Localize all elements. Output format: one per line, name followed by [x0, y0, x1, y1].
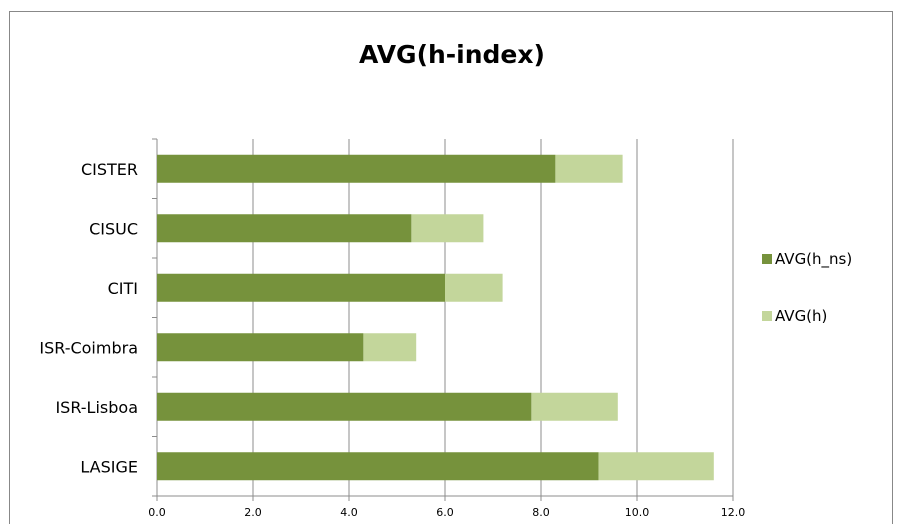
bar-avg-h: [363, 333, 417, 362]
legend-item-avg-h-ns: AVG(h_ns): [762, 250, 852, 268]
legend-label-avg-h: AVG(h): [775, 307, 828, 325]
legend-swatch-avg-h: [762, 311, 772, 321]
x-tick-label: 4.0: [340, 506, 358, 519]
x-tick-label: 10.0: [625, 506, 650, 519]
legend-swatch-avg-h-ns: [762, 254, 772, 264]
category-label: ISR-Coimbra: [39, 338, 138, 357]
category-label: CISTER: [81, 160, 138, 179]
bar-avg-h-ns: [157, 452, 599, 481]
bar-avg-h-ns: [157, 273, 445, 302]
chart-title: AVG(h-index): [359, 40, 545, 69]
bar-avg-h-ns: [157, 154, 556, 183]
x-tick-label: 0.0: [148, 506, 166, 519]
legend-item-avg-h: AVG(h): [762, 307, 827, 325]
bar-avg-h-ns: [157, 392, 532, 421]
category-label: CITI: [108, 279, 138, 298]
bar-avg-h: [598, 452, 714, 481]
bar-avg-h-ns: [157, 333, 364, 362]
legend-label-avg-h-ns: AVG(h_ns): [775, 250, 853, 268]
chart-frame: [9, 11, 893, 524]
bar-avg-h: [555, 154, 623, 183]
category-label: CISUC: [89, 219, 138, 238]
x-tick-label: 6.0: [436, 506, 454, 519]
x-tick-label: 2.0: [244, 506, 262, 519]
bar-avg-h: [411, 214, 484, 243]
category-label: LASIGE: [80, 457, 138, 476]
bar-avg-h: [531, 392, 618, 421]
x-tick-label: 8.0: [532, 506, 550, 519]
bar-avg-h: [445, 273, 503, 302]
x-tick-label: 12.0: [721, 506, 746, 519]
bar-avg-h-ns: [157, 214, 412, 243]
category-label: ISR-Lisboa: [55, 398, 138, 417]
